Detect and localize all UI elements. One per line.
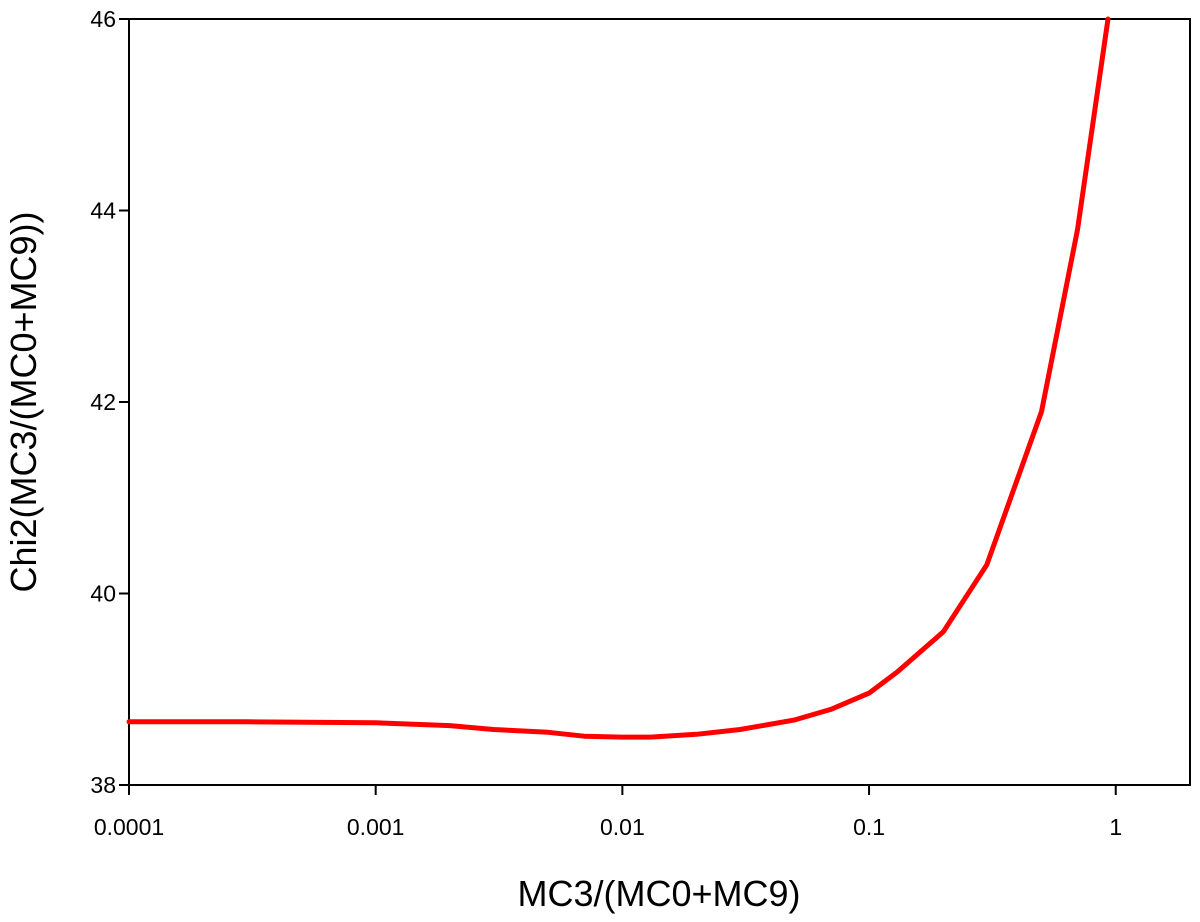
x-tick-label: 1 [1109, 814, 1122, 840]
y-tick-label: 44 [90, 198, 116, 224]
series-line [126, 16, 1111, 740]
x-axis-title: MC3/(MC0+MC9) [517, 873, 800, 914]
x-axis-ticks: 0.0001 0.001 0.01 0.1 1 [94, 785, 1122, 840]
x-tick-label: 0.1 [853, 814, 885, 840]
y-axis-ticks: 38 40 42 44 46 [90, 6, 129, 798]
series-layer [126, 16, 1111, 740]
x-tick-label: 0.001 [347, 814, 405, 840]
y-tick-label: 46 [90, 6, 116, 32]
x-tick-label: 0.0001 [94, 814, 164, 840]
y-tick-label: 40 [90, 581, 116, 607]
x-tick-label: 0.01 [600, 814, 645, 840]
y-axis-title: Chi2(MC3/(MC0+MC9)) [3, 211, 44, 592]
y-tick-label: 38 [90, 772, 116, 798]
plot-frame [128, 18, 1191, 786]
y-tick-label: 42 [90, 389, 116, 415]
